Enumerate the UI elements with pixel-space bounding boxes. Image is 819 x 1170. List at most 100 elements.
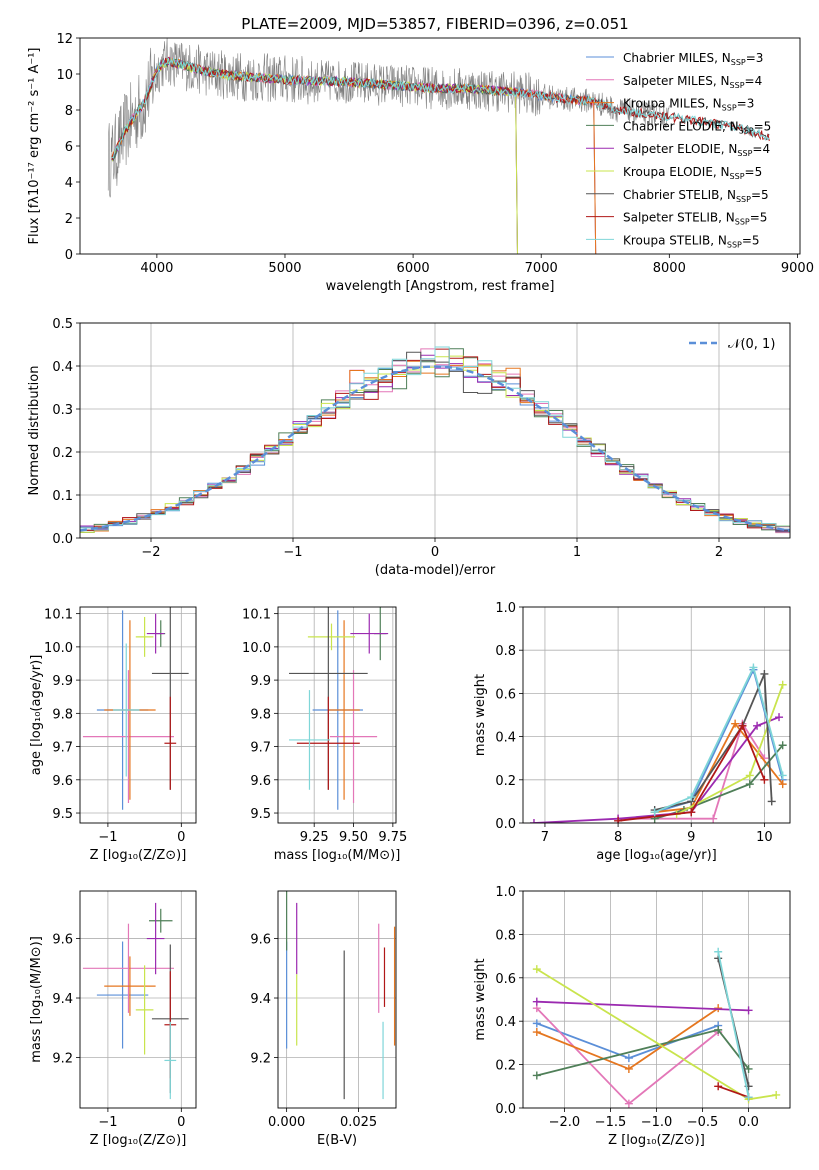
axes-spectrum <box>107 38 770 254</box>
y-tick-label: 0.0 <box>495 817 516 832</box>
legend-label: Salpeter ELODIE, NSSP=4 <box>623 142 770 158</box>
weight-marker <box>731 719 740 728</box>
weight-marker <box>738 721 747 730</box>
weight-marker <box>775 713 784 722</box>
weight-marker <box>624 1054 633 1063</box>
x-tick-label: −2.0 <box>549 1115 581 1130</box>
x-tick-label: 7 <box>541 830 549 845</box>
y-tick-label: 9.4 <box>250 992 271 1007</box>
weight-marker <box>687 793 696 802</box>
x-tick-label: 9.50 <box>339 830 368 845</box>
weight-marker <box>744 1093 753 1102</box>
y-tick-label: 0.8 <box>495 928 516 943</box>
y-tick-label: 10 <box>56 68 73 83</box>
legend: Chabrier MILES, NSSP=3 Salpeter MILES, NS… <box>586 51 771 249</box>
y-tick-label: 9.2 <box>250 1051 271 1066</box>
frame-weight_vs_age: 7 8 9 10 0.0 0.2 0.4 0.6 0.8 1.0 age [log₁₀(age/yr… <box>473 601 791 863</box>
x-tick-label: 8000 <box>653 261 686 276</box>
x-tick-label: 9.75 <box>378 830 407 845</box>
plot-area-mass_vs_z <box>82 902 189 1100</box>
weight-marker <box>767 797 776 806</box>
x-tick-label: 8 <box>614 830 622 845</box>
weight-series <box>536 1007 719 1105</box>
x-axis-label: Z [log₁₀(Z/Z⊙)] <box>608 1133 705 1148</box>
legend-label: Salpeter MILES, NSSP=4 <box>623 74 762 90</box>
y-axis-label: mass [log₁₀(M/M⊙)] <box>29 936 44 1063</box>
weight-marker <box>778 780 787 789</box>
y-tick-label: 10.1 <box>44 608 73 623</box>
x-tick-label: 2 <box>715 545 723 560</box>
x-tick-label: 0 <box>177 1115 185 1130</box>
weight-series <box>536 1007 719 1070</box>
x-tick-label: −0.5 <box>687 1115 719 1130</box>
y-tick-label: 0.6 <box>495 687 516 702</box>
weight-series <box>717 951 750 1098</box>
x-axis-label: Z [log₁₀(Z/Z⊙)] <box>90 1133 187 1148</box>
x-tick-label: 0.000 <box>268 1115 305 1130</box>
y-axis-label: Normed distribution <box>27 366 42 496</box>
x-tick-label: −1 <box>98 1115 117 1130</box>
weight-marker <box>714 1082 723 1091</box>
legend-label: Salpeter STELIB, NSSP=5 <box>623 211 767 227</box>
y-tick-label: 0.5 <box>52 317 73 332</box>
x-tick-label: 0.0 <box>738 1115 759 1130</box>
axes-frame <box>277 606 397 824</box>
plot-layer: 4000 5000 6000 7000 8000 9000024681012wavelen… <box>27 32 814 1148</box>
frame-mass_vs_ebv: 0.000 0.025 9.2 9.4 9.6 E(B-V) <box>250 890 397 1148</box>
weight-marker <box>749 663 758 672</box>
y-tick-label: 2 <box>65 212 73 227</box>
weight-marker <box>624 1064 633 1073</box>
plot-area-weight_vs_z <box>532 947 781 1108</box>
frame-weight_vs_z: −2.0 −1.5 −1.0 −0.5 0.0 0.0 0.2 0.4 0.6 0.8 1.0 Z [… <box>473 885 791 1148</box>
x-tick-label: 1 <box>573 545 581 560</box>
y-tick-label: 0.8 <box>495 644 516 659</box>
y-tick-label: 1.0 <box>495 885 516 900</box>
weight-marker <box>772 1090 781 1099</box>
y-axis-label: age [log₁₀(age/yr)] <box>29 655 44 776</box>
legend-label: Kroupa MILES, NSSP=3 <box>623 97 754 113</box>
weight-marker <box>760 775 769 784</box>
y-tick-label: 9.2 <box>52 1051 73 1066</box>
weight-marker <box>709 814 718 823</box>
y-tick-label: 0.1 <box>52 489 73 504</box>
y-tick-label: 1.0 <box>495 601 516 616</box>
y-tick-label: 9.8 <box>250 707 271 722</box>
y-tick-label: 9.9 <box>250 674 271 689</box>
y-tick-label: 0.6 <box>495 972 516 987</box>
y-tick-label: 4 <box>65 176 73 191</box>
frame-age_vs_z: −1 0 9.5 9.6 9.7 9.8 9.9 10.0 10.1 Z [log₁₀(Z/Z⊙)… <box>29 606 197 863</box>
x-tick-label: 0.025 <box>340 1115 377 1130</box>
x-tick-label: −1 <box>98 830 117 845</box>
y-tick-label: 9.4 <box>52 992 73 1007</box>
frame-mass_vs_z: −1 0 9.2 9.4 9.6 Z [log₁₀(Z/Z⊙)] mass [log₁₀(M… <box>29 890 197 1148</box>
y-tick-label: 10.0 <box>44 641 73 656</box>
weight-series <box>717 1085 749 1099</box>
weight-marker <box>532 1071 541 1080</box>
y-tick-label: 9.8 <box>52 707 73 722</box>
weight-marker <box>745 771 754 780</box>
y-tick-label: 0.2 <box>495 774 516 789</box>
x-tick-label: 9.25 <box>300 830 329 845</box>
x-tick-label: 0 <box>431 545 439 560</box>
weight-marker <box>778 680 787 689</box>
frame-spectrum: 4000 5000 6000 7000 8000 9000 0 2 4 6 8 10 12 wavelen… <box>27 32 814 294</box>
x-tick-label: 10 <box>756 830 773 845</box>
legend-label: Kroupa STELIB, NSSP=5 <box>623 233 760 249</box>
legend-label: Chabrier ELODIE, NSSP=5 <box>623 119 771 135</box>
x-tick-label: 4000 <box>140 261 173 276</box>
y-tick-label: 10.0 <box>242 641 271 656</box>
axes-frame <box>522 606 791 824</box>
x-axis-label: mass [log₁₀(M/M⊙)] <box>274 848 401 863</box>
axes-age_vs_mass <box>278 607 396 823</box>
weight-marker <box>687 808 696 817</box>
y-tick-label: 0.4 <box>495 731 516 746</box>
weight-marker <box>650 808 659 817</box>
axes-weight_vs_z <box>523 890 790 1109</box>
weight-marker <box>760 669 769 678</box>
y-tick-label: 9.5 <box>250 807 271 822</box>
x-axis-label: E(B-V) <box>317 1133 357 1148</box>
weight-marker <box>714 947 723 956</box>
weight-marker <box>714 1025 723 1034</box>
axes-mass_vs_ebv <box>278 891 396 1108</box>
